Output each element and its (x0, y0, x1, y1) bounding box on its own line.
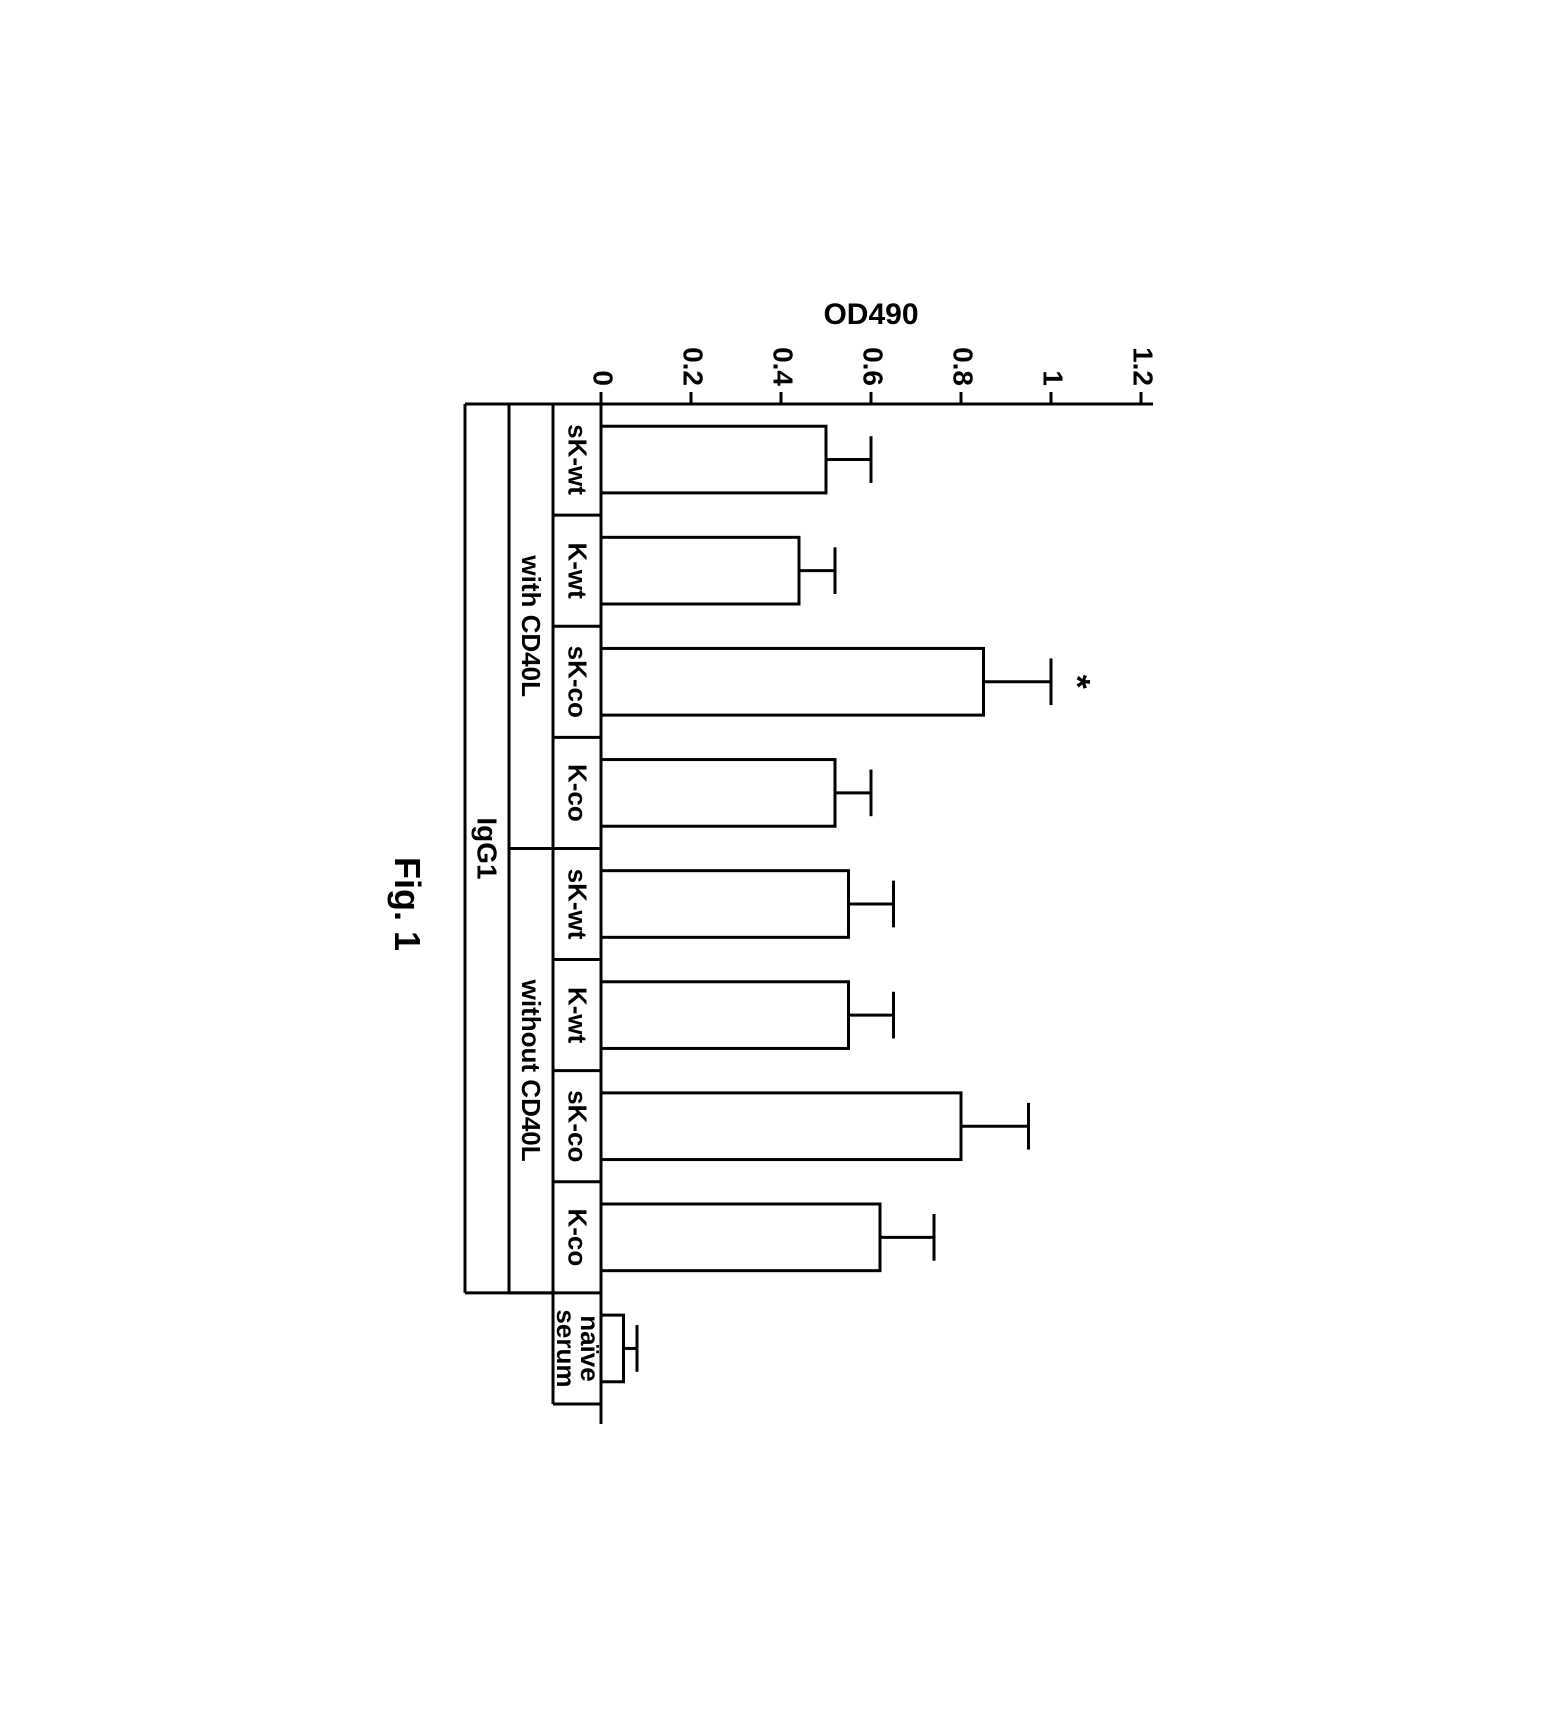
y-tick-label: 1 (1037, 370, 1068, 386)
x-category-label: sK-wt (562, 424, 592, 495)
bar (601, 981, 849, 1048)
x-category-label: K-co (562, 763, 592, 821)
bar (601, 870, 849, 937)
significance-marker: * (1057, 674, 1098, 688)
y-tick-label: 0 (587, 370, 618, 386)
bar (601, 537, 799, 604)
bar (601, 759, 835, 826)
x-category-label: K-wt (562, 986, 592, 1043)
x-category-label: sK-co (562, 645, 592, 717)
y-tick-label: 0.2 (677, 347, 708, 386)
bar-chart: 0 0.2 0.4 0.6 0.8 1 1.2 OD490 * sK-wt K-wt sK-co K-c… (371, 294, 1181, 1434)
x-category-label: sK-co (562, 1090, 592, 1162)
bar (601, 1204, 880, 1271)
chart-container: 0 0.2 0.4 0.6 0.8 1 1.2 OD490 * sK-wt K-wt sK-co K-c… (371, 294, 1181, 1434)
bar (601, 1092, 961, 1159)
x-category-label: sK-wt (562, 868, 592, 939)
y-tick-label: 0.4 (767, 347, 798, 386)
x-category-label: serum (550, 1309, 580, 1387)
x-category-label: K-wt (562, 542, 592, 599)
bar (601, 426, 826, 493)
y-tick-label: 0.8 (947, 347, 978, 386)
y-tick-label: 1.2 (1127, 347, 1158, 386)
x-super-label: IgG1 (471, 817, 502, 879)
x-category-label: K-co (562, 1208, 592, 1266)
y-axis-title: OD490 (823, 298, 918, 331)
y-tick-label: 0.6 (857, 347, 888, 386)
figure-label: Fig. 1 (387, 856, 428, 950)
x-group-label: without CD40L (516, 978, 546, 1161)
x-group-label: with CD40L (516, 554, 546, 697)
bar (601, 648, 984, 715)
